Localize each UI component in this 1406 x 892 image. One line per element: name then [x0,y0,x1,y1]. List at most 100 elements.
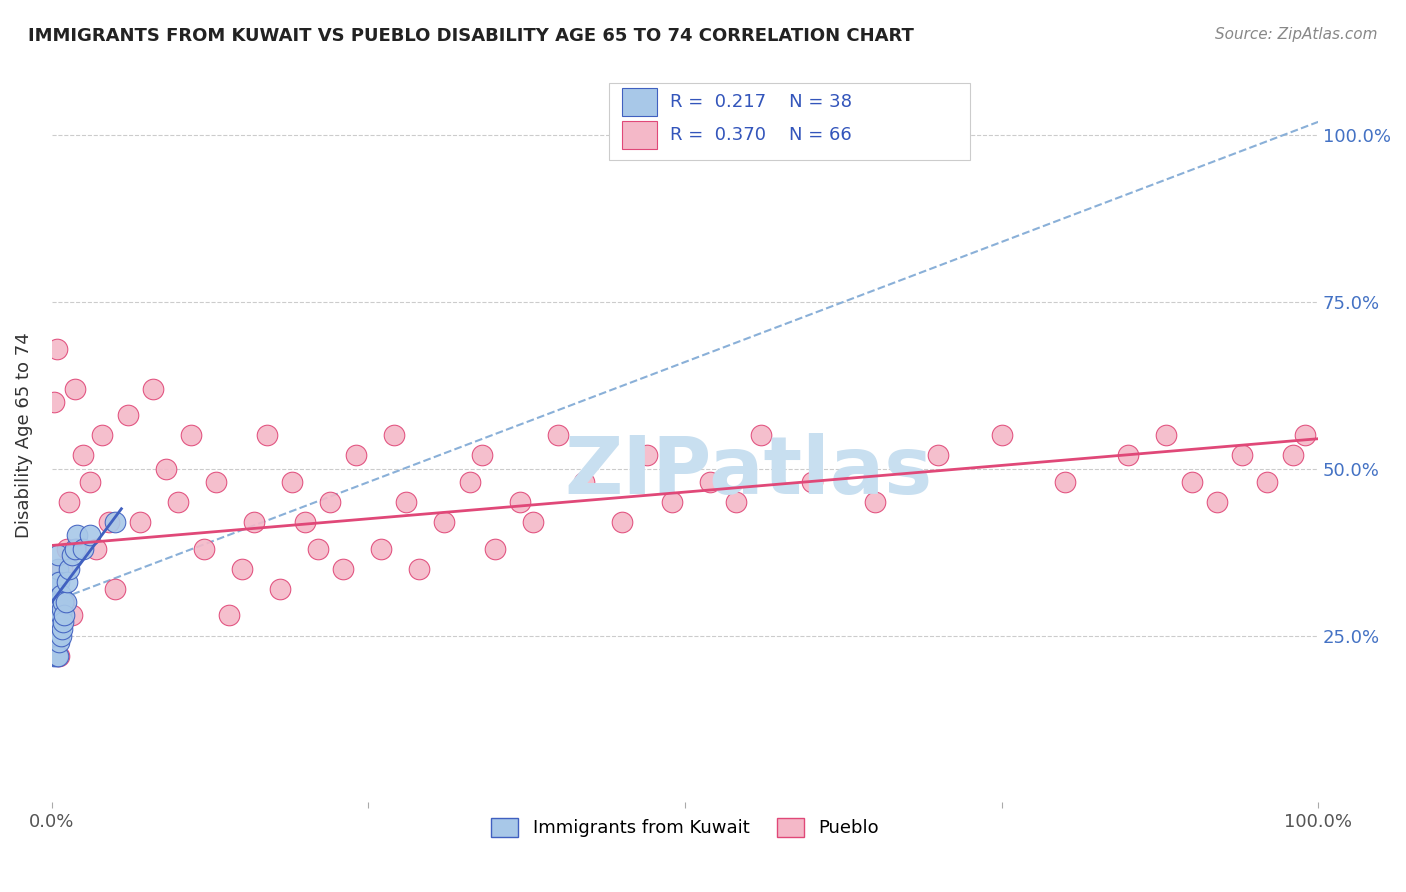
Point [142,382,165,396]
Point [117,409,139,423]
Point [1053,475,1076,489]
Point [408,562,430,576]
Point [990,428,1012,442]
Point [52,615,75,629]
Point [509,495,531,509]
Point [48,635,70,649]
Point [53,595,76,609]
Point [48,595,70,609]
Point [129,515,152,529]
Point [547,428,569,442]
Text: Source: ZipAtlas.com: Source: ZipAtlas.com [1215,27,1378,42]
Point [1154,428,1177,442]
Point [572,475,595,489]
Point [1180,475,1202,489]
Point [724,495,747,509]
Point [51,622,73,636]
Point [45,628,67,642]
Point [46,648,69,663]
Point [256,428,278,442]
Point [155,462,177,476]
Point [66,528,89,542]
Point [104,515,127,529]
Point [167,495,190,509]
Point [56,541,79,556]
Point [193,541,215,556]
Point [1116,449,1139,463]
Point [307,541,329,556]
Point [1281,449,1303,463]
Point [46,628,69,642]
Point [45,648,67,663]
Point [45,608,67,623]
Text: IMMIGRANTS FROM KUWAIT VS PUEBLO DISABILITY AGE 65 TO 74 CORRELATION CHART: IMMIGRANTS FROM KUWAIT VS PUEBLO DISABIL… [28,27,914,45]
Point [458,475,481,489]
Point [863,495,886,509]
Point [44,395,66,409]
Point [180,428,202,442]
FancyBboxPatch shape [609,83,970,161]
Point [49,628,72,642]
Point [58,562,80,576]
Point [370,541,392,556]
Point [63,541,86,556]
Point [51,562,73,576]
Point [97,515,120,529]
Point [66,541,89,556]
Point [72,449,94,463]
Point [55,595,77,609]
Point [48,575,70,590]
Point [51,602,73,616]
Y-axis label: Disability Age 65 to 74: Disability Age 65 to 74 [15,333,32,538]
Point [661,495,683,509]
Point [44,648,66,663]
Point [53,608,76,623]
Point [91,428,114,442]
Point [45,595,67,609]
Point [48,615,70,629]
Point [218,608,240,623]
Point [46,575,69,590]
Point [45,628,67,642]
Point [484,541,506,556]
Point [49,608,72,623]
Point [46,562,69,576]
Point [319,495,342,509]
Point [522,515,544,529]
Point [610,515,633,529]
Point [231,562,253,576]
Point [48,648,70,663]
Point [269,582,291,596]
Point [471,449,494,463]
Point [84,541,107,556]
Text: ZIPatlas: ZIPatlas [564,434,932,511]
Point [749,428,772,442]
Point [395,495,418,509]
Point [800,475,823,489]
Point [636,449,658,463]
Point [243,515,266,529]
Point [344,449,367,463]
Point [382,428,405,442]
Point [927,449,949,463]
Point [79,475,101,489]
Point [332,562,354,576]
Point [104,582,127,596]
Point [56,575,79,590]
Point [1256,475,1278,489]
Point [46,589,69,603]
Point [205,475,228,489]
Point [52,595,75,609]
Point [45,575,67,590]
Point [58,495,80,509]
Point [46,549,69,563]
Point [46,602,69,616]
Text: R =  0.370    N = 66: R = 0.370 N = 66 [669,127,852,145]
Point [281,475,304,489]
Point [699,475,721,489]
Point [79,528,101,542]
Point [1230,449,1253,463]
Bar [621,121,657,149]
Point [45,595,67,609]
Point [294,515,316,529]
